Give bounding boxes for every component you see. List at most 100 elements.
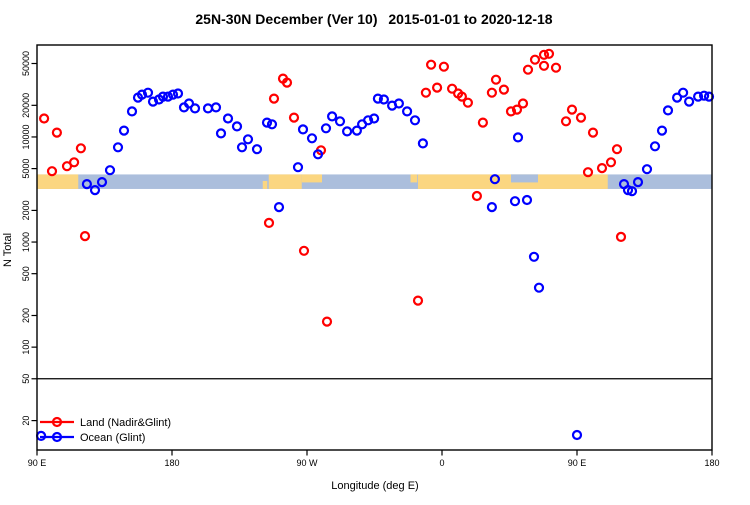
land-point [477, 117, 488, 128]
ocean-point [210, 102, 222, 113]
chart-title: 25N-30N December (Ver 10) 2015-01-01 to … [195, 11, 552, 27]
land-point [560, 116, 572, 127]
ocean-point [172, 88, 184, 99]
ocean-point [334, 116, 346, 127]
ocean-point [136, 89, 148, 100]
ocean-point [96, 177, 108, 188]
ocean-point [363, 115, 374, 126]
ocean-point [342, 126, 353, 137]
y-tick-label: 20000 [21, 93, 31, 118]
y-tick-label: 100 [21, 340, 31, 355]
land-point [490, 74, 502, 85]
map-band-land-segment [301, 174, 322, 183]
ocean-point [402, 106, 413, 117]
ocean-point [142, 87, 154, 98]
ocean-point [703, 91, 715, 102]
y-tick-label: 2000 [21, 200, 31, 220]
ocean-point [641, 164, 653, 175]
y-tick-label: 200 [21, 308, 31, 323]
map-band-land-segment [37, 174, 79, 189]
y-tick-label: 10000 [21, 124, 31, 149]
land-point [46, 166, 58, 177]
y-tick-label: 1000 [21, 232, 31, 252]
legend: Land (Nadir&Glint) Ocean (Glint) [40, 416, 171, 444]
land-point [281, 77, 293, 88]
ocean-point [320, 123, 332, 134]
land-point [79, 231, 91, 242]
ocean-point [327, 111, 338, 122]
land-point [288, 112, 300, 123]
ocean-point [393, 98, 404, 109]
ocean-point [157, 91, 169, 102]
land-point [596, 163, 608, 174]
ocean-point [81, 179, 93, 190]
land-point [38, 113, 50, 124]
land-point [75, 143, 87, 154]
ocean-point [698, 90, 710, 101]
ocean-point [351, 125, 362, 136]
ocean-point [251, 144, 263, 155]
ocean-point [489, 174, 500, 185]
land-point [298, 245, 310, 256]
y-tick-label: 20 [21, 416, 31, 426]
ocean-point [162, 91, 174, 102]
ocean-point [486, 202, 497, 213]
land-point [517, 98, 529, 109]
land-point [550, 62, 562, 73]
ocean-point [656, 125, 668, 136]
land-point [420, 87, 431, 98]
ocean-point [649, 141, 661, 152]
y-tick-label: 500 [21, 266, 31, 281]
data-points [35, 48, 715, 441]
ocean-point [236, 142, 248, 153]
land-point [529, 54, 541, 65]
map-band-land-segment [262, 180, 268, 189]
x-tick-label: 90 E [28, 458, 47, 468]
legend-item-land: Land (Nadir&Glint) [40, 416, 171, 429]
x-tick-label: 0 [439, 458, 444, 468]
land-point [462, 97, 473, 108]
ocean-point [626, 186, 638, 197]
x-axis-title: Longitude (deg E) [331, 480, 418, 492]
land-point [522, 64, 534, 75]
ocean-point [369, 113, 380, 124]
land-point [268, 93, 280, 104]
ocean-point [273, 202, 285, 213]
ocean-point [378, 94, 389, 105]
ocean-point [683, 96, 695, 107]
land-point [321, 316, 333, 327]
land-point [68, 157, 80, 168]
land-point [566, 104, 578, 115]
land-point [511, 104, 523, 115]
axes: 90 E 180 90 W 0 90 E 180 20 50 100 200 500 1000 2000… [21, 44, 720, 468]
legend-label-land: Land (Nadir&Glint) [80, 417, 171, 429]
ocean-point [189, 103, 201, 114]
land-point [587, 127, 599, 138]
ocean-point [409, 115, 421, 126]
land-point [615, 231, 627, 242]
ocean-point [89, 185, 101, 196]
ocean-point [417, 138, 428, 149]
land-point [575, 112, 587, 123]
ocean-point [512, 132, 524, 143]
land-point [432, 82, 443, 93]
land-point [471, 190, 482, 202]
y-tick-label: 5000 [21, 159, 31, 179]
ocean-point [521, 194, 533, 206]
ocean-point [202, 103, 214, 114]
land-point [438, 61, 449, 72]
land-point [456, 91, 467, 102]
ocean-point [528, 251, 540, 262]
ocean-point [112, 142, 124, 153]
x-tick-label: 180 [164, 458, 179, 468]
land-point [498, 84, 509, 95]
map-band-ocean-patch [511, 174, 538, 183]
y-tick-label: 50 [21, 374, 31, 384]
map-band-ocean [37, 174, 712, 189]
ocean-point [533, 282, 545, 293]
land-point [605, 157, 617, 168]
land-point [611, 144, 623, 155]
land-point [447, 83, 458, 94]
x-tick-label: 90 W [296, 458, 318, 468]
